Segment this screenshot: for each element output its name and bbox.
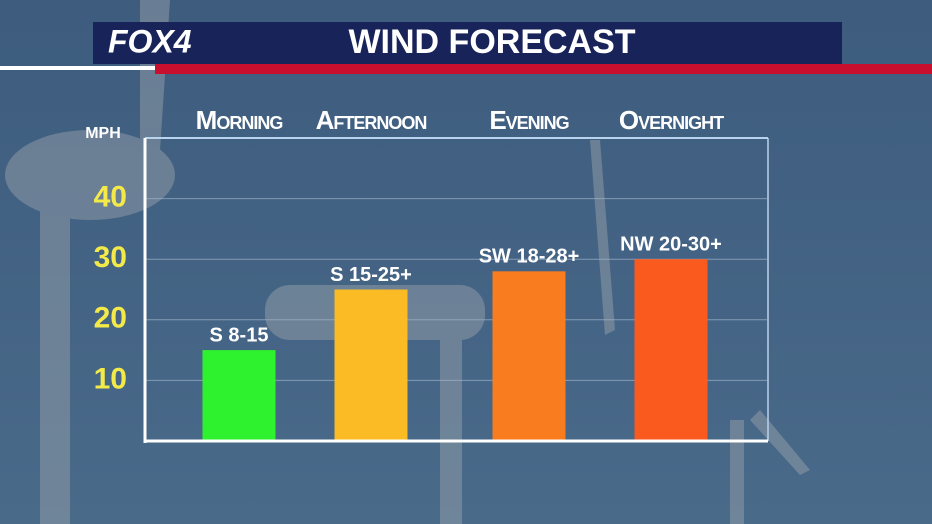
bar [492,271,566,441]
bar [202,350,276,441]
x-tick-label: Afternoon [316,105,427,135]
y-tick-label: 40 [94,181,127,214]
x-tick-label: Overnight [619,105,724,135]
header-bar [93,22,842,64]
bar [634,259,708,441]
value-label: S 8-15 [210,324,269,346]
header-line [0,66,155,70]
value-label: S 15-25+ [330,264,412,286]
value-label: NW 20-30+ [620,233,722,255]
y-tick-label: 20 [94,302,127,335]
y-tick-label: 10 [94,362,127,395]
x-tick-label: Morning [196,105,283,135]
brand-logo: FOX4 [108,23,192,59]
y-tick-label: 30 [94,241,127,274]
bar [334,289,408,441]
value-label: SW 18-28+ [479,246,580,268]
x-tick-label: Evening [489,105,568,135]
y-axis-label: MPH [85,125,121,142]
header-accent [155,64,932,74]
chart-title: WIND FORECAST [348,23,635,61]
